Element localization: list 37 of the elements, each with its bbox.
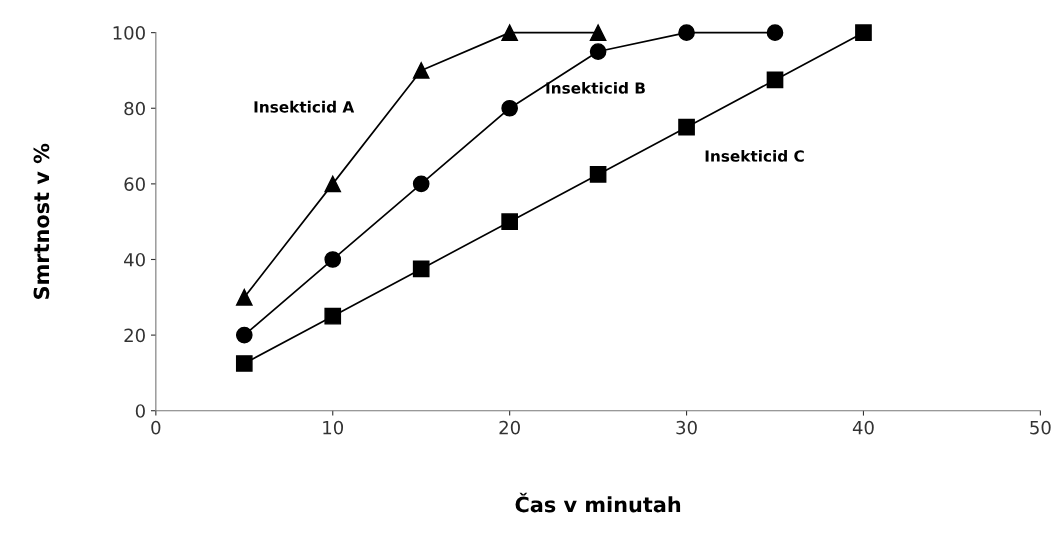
point xyxy=(678,118,695,136)
x-tick-label: 10 xyxy=(323,420,344,435)
y-tick-label: 80 xyxy=(124,101,145,116)
point xyxy=(324,251,342,268)
point xyxy=(589,24,607,41)
point xyxy=(235,326,253,344)
point xyxy=(766,24,784,41)
point xyxy=(235,288,253,306)
point xyxy=(412,175,430,193)
point xyxy=(589,166,607,183)
y-tick-label: 0 xyxy=(135,404,145,418)
point xyxy=(412,260,430,278)
x-axis-title: Čas v minutah xyxy=(515,492,681,513)
x-tick-label: 20 xyxy=(499,420,520,435)
point xyxy=(412,62,430,79)
point xyxy=(501,213,518,231)
point xyxy=(766,71,784,89)
x-tick-label: 40 xyxy=(852,420,874,435)
point xyxy=(324,175,342,193)
y-tick-label: 100 xyxy=(113,26,145,40)
series-label: Insekticid B xyxy=(546,81,645,94)
y-tick-label: 40 xyxy=(124,252,145,267)
x-tick-label: 30 xyxy=(676,420,697,435)
y-tick-label: 60 xyxy=(124,177,145,191)
point xyxy=(235,355,253,372)
point xyxy=(324,307,342,325)
point xyxy=(501,24,518,41)
point xyxy=(589,43,607,60)
y-tick-label: 20 xyxy=(124,328,145,343)
series-label: Insekticid C xyxy=(705,150,804,162)
x-tick-label: 0 xyxy=(151,420,161,435)
point xyxy=(501,99,518,117)
point xyxy=(678,24,695,41)
y-axis-title: Smrtnost v % xyxy=(33,143,50,299)
series-label: Insekticid A xyxy=(254,100,355,113)
x-tick-label: 50 xyxy=(1030,420,1051,435)
point xyxy=(855,24,872,41)
